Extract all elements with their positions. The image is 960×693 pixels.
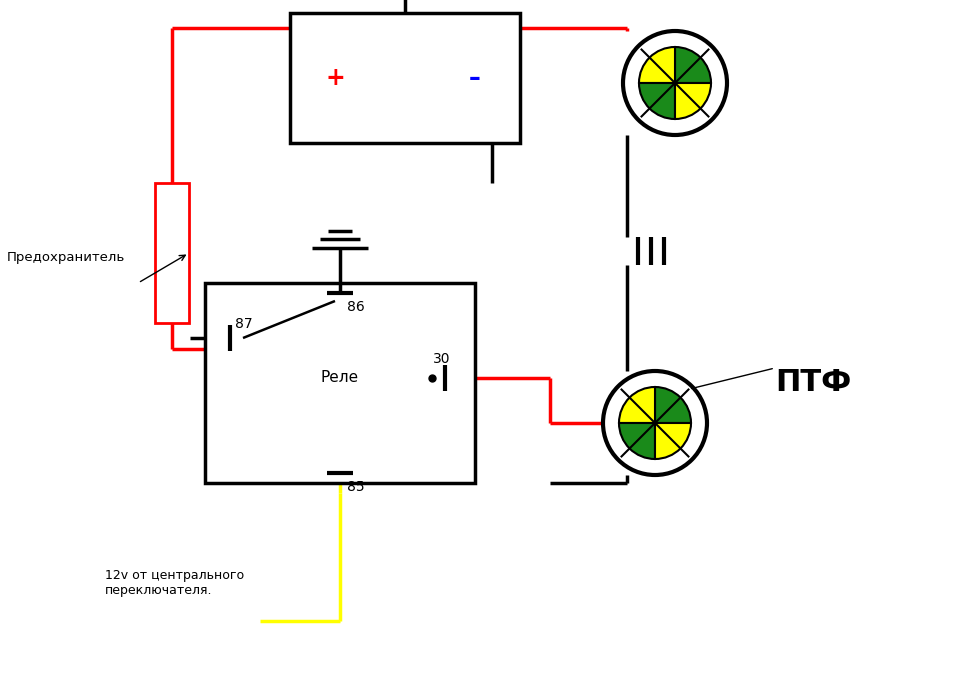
Circle shape [623,31,727,135]
FancyBboxPatch shape [290,13,520,143]
Text: 30: 30 [433,352,450,366]
Text: 87: 87 [235,317,252,331]
Text: ПТФ: ПТФ [775,369,852,398]
Text: +: + [325,66,345,90]
Wedge shape [619,423,655,459]
Text: Предохранитель: Предохранитель [7,252,125,265]
Text: Реле: Реле [321,371,359,385]
Text: 85: 85 [347,480,365,494]
FancyBboxPatch shape [205,283,475,483]
Wedge shape [675,83,711,119]
Wedge shape [655,387,691,423]
Wedge shape [619,387,655,423]
Text: 12v от центрального
переключателя.: 12v от центрального переключателя. [105,569,244,597]
Wedge shape [639,47,675,83]
Wedge shape [675,47,711,83]
Wedge shape [655,423,691,459]
FancyBboxPatch shape [155,183,189,323]
Wedge shape [639,83,675,119]
Text: –: – [469,66,481,90]
Circle shape [603,371,707,475]
Text: 86: 86 [347,300,365,314]
